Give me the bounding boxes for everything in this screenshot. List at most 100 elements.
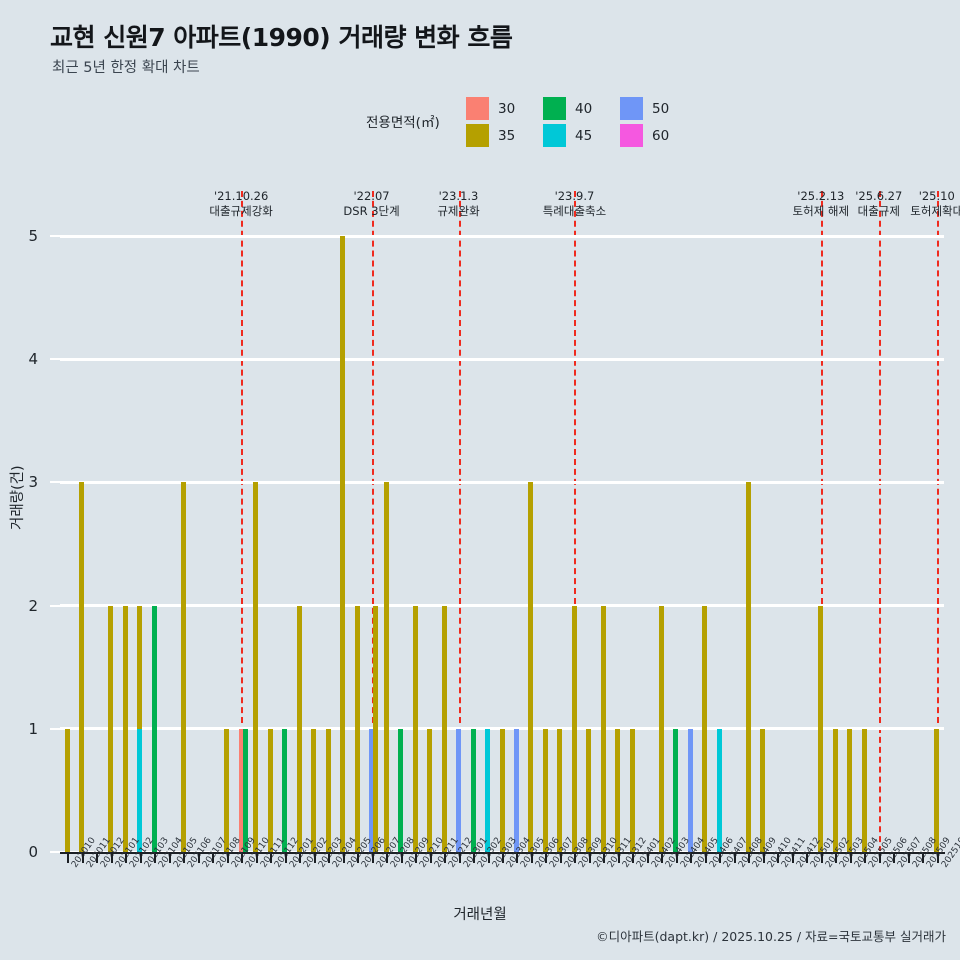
x-tick-mark [342, 854, 345, 863]
bar-segment[interactable] [687, 728, 693, 852]
bar-segment[interactable] [832, 728, 838, 852]
bar-segment[interactable] [818, 605, 824, 852]
legend-item-35[interactable]: 35 [466, 124, 543, 147]
bar-segment[interactable] [325, 728, 331, 852]
event-marker-line [936, 191, 939, 862]
x-tick-mark [719, 854, 722, 863]
bar-segment[interactable] [470, 728, 476, 852]
bar-segment[interactable] [847, 728, 853, 852]
bar-segment[interactable] [600, 605, 606, 852]
bar-segment[interactable] [340, 236, 346, 852]
bar-segment[interactable] [180, 482, 186, 852]
x-tick-mark [255, 854, 258, 863]
bar-segment[interactable] [238, 728, 244, 852]
x-axis-line [60, 852, 945, 854]
bar-segment[interactable] [311, 728, 317, 852]
x-axis-title: 거래년월 [453, 907, 507, 923]
bar-segment[interactable] [282, 728, 288, 852]
x-tick-mark [632, 854, 635, 863]
bar-segment[interactable] [528, 482, 534, 852]
x-tick-mark [878, 854, 881, 863]
x-tick-mark [357, 854, 360, 863]
gridline [60, 357, 944, 361]
y-tick-mark [50, 851, 60, 853]
y-tick-mark [50, 481, 60, 484]
event-text: 대출규제강화 [209, 204, 273, 218]
legend-label: 40 [575, 100, 593, 117]
legend-item-60[interactable]: 60 [620, 124, 697, 147]
x-tick-mark [502, 854, 504, 863]
x-tick-mark [168, 854, 171, 863]
event-marker-line [574, 191, 577, 862]
x-tick-mark [762, 854, 765, 863]
bar-segment[interactable] [242, 728, 248, 852]
x-tick-mark [893, 854, 896, 863]
x-tick-mark [371, 854, 374, 863]
bar-segment[interactable] [542, 728, 548, 852]
bar-segment[interactable] [499, 728, 505, 852]
bar-segment[interactable] [369, 728, 375, 852]
bar-segment[interactable] [658, 605, 664, 852]
bar-segment[interactable] [615, 728, 621, 852]
bar-segment[interactable] [427, 728, 433, 852]
bar-segment[interactable] [485, 728, 490, 852]
x-tick-mark [646, 854, 649, 863]
bar-segment[interactable] [571, 605, 577, 852]
bar-segment[interactable] [441, 605, 447, 852]
bar-segment[interactable] [253, 482, 259, 852]
bar-segment[interactable] [79, 482, 85, 852]
bar-segment[interactable] [151, 605, 157, 852]
x-tick-mark [791, 854, 794, 863]
bar-segment[interactable] [64, 728, 70, 852]
x-tick-mark [299, 854, 302, 863]
bar-segment[interactable] [716, 728, 722, 852]
bar-segment[interactable] [673, 728, 679, 852]
bar-segment[interactable] [122, 605, 128, 852]
bar-segment[interactable] [137, 605, 143, 729]
bar-segment[interactable] [861, 728, 867, 852]
x-tick-mark [835, 854, 838, 863]
bar-segment[interactable] [629, 728, 635, 852]
x-tick-mark [81, 854, 84, 863]
x-tick-mark [96, 854, 99, 863]
y-tick-label: 4 [28, 350, 38, 369]
bar-segment[interactable] [456, 728, 462, 852]
event-marker-label: '21.10.26 대출규제강화 [209, 189, 272, 219]
event-date: '22.07 [353, 189, 390, 203]
bar-segment[interactable] [412, 605, 418, 852]
x-tick-mark [864, 854, 867, 863]
bar-segment[interactable] [373, 605, 379, 852]
bar-segment[interactable] [760, 728, 766, 852]
bar-segment[interactable] [513, 728, 519, 852]
bar-segment[interactable] [383, 482, 389, 852]
bar-segment[interactable] [224, 728, 230, 852]
bar-segment[interactable] [354, 605, 360, 852]
legend-entries: 30 40 50 35 45 60 [466, 95, 697, 149]
bar-segment[interactable] [702, 605, 708, 852]
bar-segment[interactable] [108, 605, 114, 852]
legend: 전용면적(㎡) 30 40 50 35 45 60 [366, 95, 669, 149]
x-tick-mark [849, 854, 852, 863]
x-tick-mark [559, 854, 562, 863]
bar-segment[interactable] [586, 728, 592, 852]
bar-segment[interactable] [745, 482, 751, 852]
legend-item-40[interactable]: 40 [543, 97, 620, 120]
legend-swatch-icon [466, 97, 489, 120]
bars-layer [60, 236, 944, 852]
x-tick-mark [429, 854, 432, 863]
event-marker-label: '23.1.3 규제완화 [437, 189, 479, 219]
bar-segment[interactable] [398, 728, 404, 852]
gridline [60, 604, 944, 608]
legend-item-30[interactable]: 30 [466, 97, 543, 120]
bar-segment[interactable] [137, 728, 143, 852]
bar-segment[interactable] [267, 728, 273, 852]
legend-item-50[interactable]: 50 [620, 97, 697, 120]
bar-segment[interactable] [934, 728, 940, 852]
x-tick-mark [603, 854, 606, 863]
event-marker-label: '25.2.13 토허제 해제 [793, 189, 850, 219]
bar-segment[interactable] [296, 605, 302, 852]
bar-segment[interactable] [557, 728, 563, 852]
legend-item-45[interactable]: 45 [543, 124, 620, 147]
x-tick-mark [241, 854, 244, 863]
x-tick-mark [936, 854, 939, 863]
